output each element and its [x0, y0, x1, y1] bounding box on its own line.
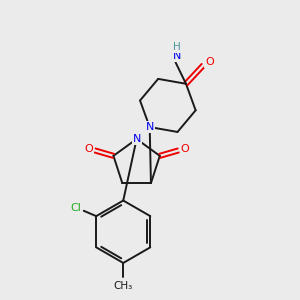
Text: CH₃: CH₃	[114, 280, 133, 290]
Text: N: N	[132, 134, 141, 144]
Text: N: N	[173, 51, 181, 62]
Text: Cl: Cl	[70, 203, 81, 213]
Text: O: O	[84, 144, 93, 154]
Text: O: O	[206, 57, 214, 68]
Text: O: O	[180, 144, 189, 154]
Text: H: H	[173, 42, 181, 52]
Text: N: N	[146, 122, 154, 132]
